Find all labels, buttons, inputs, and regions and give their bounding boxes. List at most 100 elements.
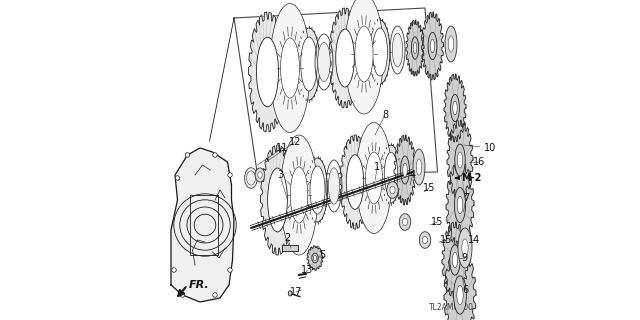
Ellipse shape — [246, 171, 255, 185]
Ellipse shape — [344, 0, 383, 114]
Ellipse shape — [307, 158, 328, 222]
Text: 7: 7 — [463, 193, 469, 203]
Ellipse shape — [390, 186, 395, 194]
Ellipse shape — [351, 14, 377, 94]
Text: M-2: M-2 — [461, 173, 482, 183]
Text: FR.: FR. — [189, 280, 210, 290]
Ellipse shape — [401, 156, 410, 184]
Ellipse shape — [457, 285, 463, 305]
Circle shape — [180, 293, 185, 297]
Circle shape — [172, 268, 176, 272]
Ellipse shape — [454, 188, 466, 223]
Ellipse shape — [455, 144, 465, 176]
Ellipse shape — [291, 167, 308, 223]
Ellipse shape — [317, 43, 330, 82]
Ellipse shape — [269, 4, 310, 132]
Text: 16: 16 — [473, 157, 485, 167]
Circle shape — [185, 153, 189, 157]
Ellipse shape — [370, 20, 390, 84]
Text: 2: 2 — [284, 233, 291, 243]
Ellipse shape — [365, 152, 383, 204]
Ellipse shape — [301, 37, 317, 91]
Polygon shape — [329, 8, 361, 108]
Ellipse shape — [458, 228, 472, 268]
Circle shape — [228, 173, 232, 177]
Text: 12: 12 — [289, 137, 301, 147]
Ellipse shape — [298, 28, 320, 100]
Ellipse shape — [355, 26, 373, 82]
Text: 1: 1 — [374, 162, 381, 172]
Ellipse shape — [356, 123, 392, 234]
Polygon shape — [394, 135, 416, 205]
Polygon shape — [444, 74, 466, 142]
Ellipse shape — [288, 291, 292, 296]
Ellipse shape — [280, 38, 300, 98]
Polygon shape — [442, 222, 468, 298]
Ellipse shape — [445, 26, 457, 62]
Text: 4: 4 — [410, 170, 415, 180]
Polygon shape — [282, 245, 298, 251]
Ellipse shape — [268, 168, 287, 232]
Text: 3: 3 — [277, 170, 283, 180]
Ellipse shape — [450, 245, 460, 275]
Ellipse shape — [372, 28, 387, 76]
Text: 17: 17 — [290, 287, 302, 297]
Text: 15: 15 — [423, 183, 435, 193]
Circle shape — [175, 176, 180, 180]
Text: 15: 15 — [440, 235, 452, 245]
Polygon shape — [248, 12, 287, 132]
Ellipse shape — [419, 232, 431, 248]
Ellipse shape — [382, 145, 400, 203]
Text: 15: 15 — [431, 217, 444, 227]
Polygon shape — [446, 161, 474, 249]
Ellipse shape — [428, 32, 437, 60]
Polygon shape — [171, 148, 234, 302]
Ellipse shape — [457, 196, 463, 214]
Ellipse shape — [448, 36, 454, 52]
Ellipse shape — [336, 29, 355, 87]
Polygon shape — [340, 135, 370, 229]
Text: 10: 10 — [484, 143, 496, 153]
Ellipse shape — [392, 33, 403, 67]
Ellipse shape — [399, 214, 411, 230]
Ellipse shape — [328, 168, 340, 204]
Text: 6: 6 — [462, 285, 468, 295]
Polygon shape — [444, 247, 476, 320]
Ellipse shape — [452, 252, 458, 268]
Circle shape — [228, 268, 232, 272]
Polygon shape — [447, 120, 473, 200]
Ellipse shape — [451, 94, 460, 122]
Ellipse shape — [422, 236, 428, 244]
Ellipse shape — [276, 25, 303, 111]
Ellipse shape — [453, 101, 457, 115]
Circle shape — [212, 293, 217, 297]
Ellipse shape — [403, 218, 408, 226]
Ellipse shape — [255, 168, 265, 182]
Ellipse shape — [416, 159, 422, 175]
Ellipse shape — [257, 37, 278, 107]
Polygon shape — [307, 246, 323, 270]
Ellipse shape — [458, 152, 463, 168]
Ellipse shape — [346, 155, 364, 209]
Ellipse shape — [310, 166, 325, 214]
Text: 9: 9 — [461, 253, 467, 263]
Text: TL2AM0400: TL2AM0400 — [429, 303, 474, 312]
Ellipse shape — [312, 253, 318, 263]
Polygon shape — [260, 145, 294, 255]
Text: 14: 14 — [468, 235, 480, 245]
Ellipse shape — [287, 155, 312, 235]
Text: 11: 11 — [276, 143, 289, 153]
Ellipse shape — [258, 172, 262, 178]
Text: 13: 13 — [301, 265, 314, 275]
Polygon shape — [422, 12, 444, 80]
Ellipse shape — [413, 149, 425, 185]
Ellipse shape — [462, 239, 468, 257]
Ellipse shape — [314, 256, 317, 260]
Circle shape — [212, 153, 217, 157]
Text: 5: 5 — [319, 250, 326, 260]
Ellipse shape — [403, 163, 407, 177]
Ellipse shape — [387, 182, 398, 198]
Ellipse shape — [454, 276, 467, 314]
Text: 8: 8 — [382, 110, 388, 120]
Ellipse shape — [362, 141, 386, 215]
